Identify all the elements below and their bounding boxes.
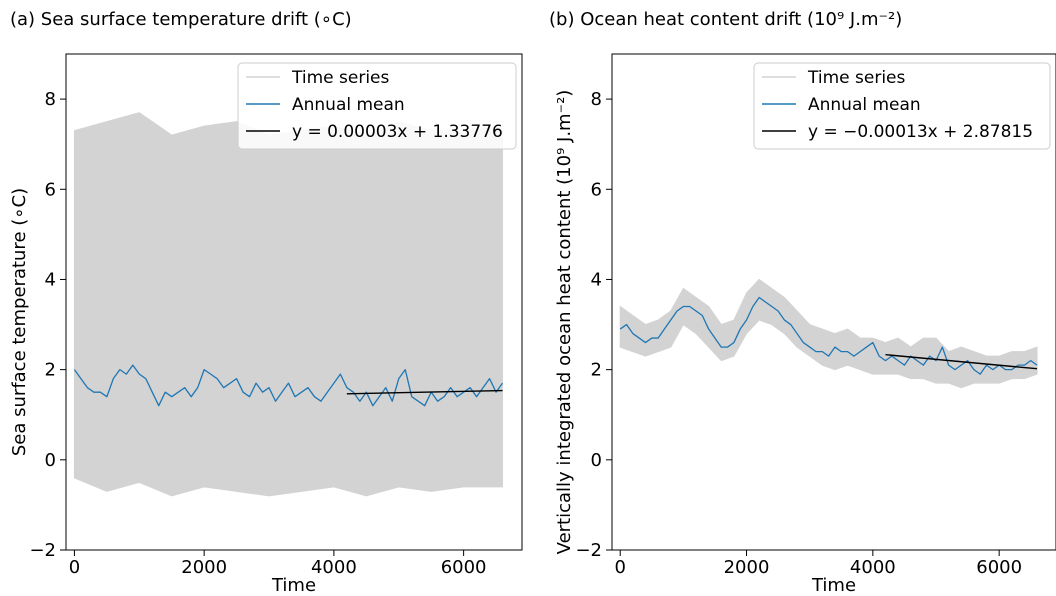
y-tick-label: 2 (591, 360, 602, 381)
x-tick-label: 4000 (311, 557, 357, 578)
y-tick-label: 0 (591, 450, 602, 471)
plot-data (73, 112, 504, 497)
chart-title: (a) Sea surface temperature drift (∘C) (10, 9, 352, 30)
legend-box (753, 62, 1051, 150)
trend-fit-line (885, 353, 1038, 370)
legend-label: Time series (807, 68, 905, 88)
legend-label: y = −0.00013x + 2.87815 (808, 122, 1033, 142)
y-axis-label: Vertically integrated ocean heat content… (554, 90, 575, 555)
y-tick-label: 6 (591, 179, 602, 200)
y-tick-label: 4 (45, 269, 56, 290)
legend-label: Time series (291, 68, 389, 88)
panel-b: 0 2000 4000 6000 −2 0 2 4 6 8 Time Vertically integ… (549, 9, 1056, 596)
x-tick-label: 6000 (441, 557, 487, 578)
time-series-band (73, 112, 504, 497)
time-series-band (619, 278, 1038, 389)
x-axis-label: Time (271, 575, 316, 596)
legend-label: y = 0.00003x + 1.33776 (292, 122, 503, 142)
x-axis-label: Time (811, 575, 856, 596)
y-tick-label: 0 (45, 450, 56, 471)
y-tick-label: 8 (45, 89, 56, 110)
y-tick-label: 8 (591, 89, 602, 110)
legend: Time series Annual mean y = 0.00003x + 1.3… (237, 62, 517, 150)
y-tick-label: −2 (575, 540, 602, 561)
legend-label: Annual mean (808, 95, 921, 115)
legend: Time series Annual mean y = −0.00013x + 2.… (753, 62, 1051, 150)
plot-data (619, 278, 1038, 389)
y-tick-label: 2 (45, 360, 56, 381)
panel-a: 0 2000 4000 6000 −2 0 2 4 6 8 Time Sea surface temp… (9, 9, 523, 596)
x-tick-label: 4000 (850, 557, 896, 578)
y-axis-label: Sea surface temperature (∘C) (9, 188, 30, 456)
x-tick-label: 2000 (181, 557, 227, 578)
chart-title: (b) Ocean heat content drift (10⁹ J.m⁻²) (549, 9, 902, 30)
y-tick-label: −2 (29, 540, 56, 561)
axes-frame (611, 53, 1056, 551)
y-tick-label: 4 (591, 269, 602, 290)
y-tick-label: 6 (45, 179, 56, 200)
annual-mean-line (619, 296, 1038, 375)
x-tick-label: 6000 (976, 557, 1022, 578)
legend-box (237, 62, 517, 150)
legend-label: Annual mean (292, 95, 405, 115)
trend-fit-line (346, 389, 503, 395)
x-tick-label: 2000 (724, 557, 770, 578)
axes-frame (65, 53, 523, 551)
x-tick-label: 0 (614, 557, 625, 578)
x-tick-label: 0 (69, 557, 80, 578)
